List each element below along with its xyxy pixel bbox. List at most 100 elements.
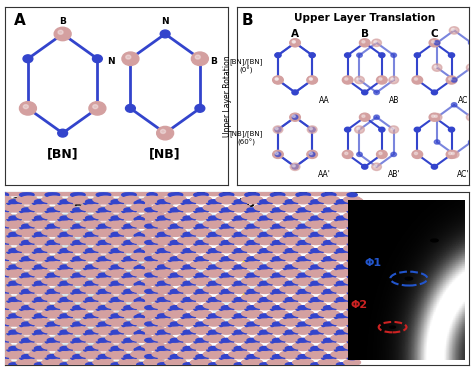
Circle shape: [331, 221, 348, 227]
Circle shape: [320, 295, 337, 301]
Circle shape: [84, 346, 101, 353]
Circle shape: [110, 232, 127, 239]
Circle shape: [6, 206, 22, 212]
Circle shape: [36, 271, 47, 275]
Circle shape: [309, 299, 319, 303]
Circle shape: [49, 361, 60, 364]
Circle shape: [29, 221, 46, 227]
Circle shape: [58, 287, 68, 291]
Circle shape: [144, 196, 160, 203]
Circle shape: [209, 363, 219, 366]
Circle shape: [59, 221, 76, 227]
Circle shape: [121, 328, 137, 334]
Circle shape: [57, 231, 73, 237]
Circle shape: [452, 28, 455, 31]
Circle shape: [0, 223, 9, 229]
Circle shape: [124, 338, 134, 342]
Circle shape: [96, 214, 106, 218]
Circle shape: [152, 344, 162, 348]
Circle shape: [181, 331, 191, 335]
Circle shape: [191, 343, 207, 349]
Circle shape: [8, 281, 25, 287]
Circle shape: [173, 214, 183, 218]
Circle shape: [285, 216, 295, 220]
Circle shape: [160, 303, 170, 307]
Circle shape: [362, 115, 365, 117]
Circle shape: [32, 303, 43, 307]
Circle shape: [219, 258, 229, 262]
Circle shape: [275, 127, 281, 132]
Circle shape: [262, 315, 272, 319]
Circle shape: [318, 294, 335, 300]
Circle shape: [155, 222, 171, 228]
Circle shape: [259, 221, 275, 227]
Circle shape: [86, 297, 96, 301]
Circle shape: [310, 152, 315, 156]
Circle shape: [162, 191, 173, 194]
Circle shape: [321, 339, 332, 344]
Circle shape: [267, 343, 284, 349]
Circle shape: [35, 272, 45, 276]
Circle shape: [60, 281, 70, 285]
Circle shape: [139, 250, 149, 254]
Circle shape: [139, 287, 149, 291]
Circle shape: [324, 208, 334, 212]
Circle shape: [83, 287, 94, 291]
Circle shape: [283, 283, 293, 286]
Circle shape: [131, 204, 147, 211]
Circle shape: [144, 196, 161, 203]
Circle shape: [73, 215, 83, 219]
Circle shape: [148, 229, 165, 235]
Circle shape: [100, 291, 111, 294]
Circle shape: [372, 163, 382, 170]
Circle shape: [139, 217, 149, 221]
Circle shape: [170, 294, 186, 300]
Circle shape: [73, 248, 83, 252]
Circle shape: [0, 361, 9, 364]
Circle shape: [205, 287, 222, 293]
Circle shape: [324, 273, 334, 277]
Circle shape: [207, 331, 217, 335]
Circle shape: [55, 237, 71, 243]
Circle shape: [160, 287, 170, 291]
Circle shape: [160, 331, 170, 335]
Circle shape: [42, 278, 59, 284]
Circle shape: [321, 258, 332, 262]
Circle shape: [139, 266, 149, 270]
Circle shape: [71, 356, 81, 360]
Circle shape: [144, 262, 161, 268]
Circle shape: [221, 355, 232, 358]
Circle shape: [247, 208, 257, 212]
Circle shape: [97, 322, 114, 328]
Circle shape: [133, 352, 150, 359]
Circle shape: [338, 217, 349, 221]
Circle shape: [0, 192, 12, 198]
Circle shape: [133, 336, 150, 342]
Circle shape: [209, 297, 219, 301]
Circle shape: [93, 208, 109, 214]
Circle shape: [224, 225, 234, 229]
Circle shape: [321, 209, 332, 213]
Circle shape: [144, 306, 161, 312]
Circle shape: [335, 237, 352, 243]
Circle shape: [267, 245, 284, 251]
Circle shape: [194, 291, 204, 294]
Circle shape: [60, 297, 70, 301]
Circle shape: [80, 314, 97, 320]
Circle shape: [8, 330, 25, 337]
Circle shape: [110, 351, 127, 357]
Circle shape: [192, 279, 210, 285]
Circle shape: [9, 191, 19, 194]
Circle shape: [270, 291, 281, 294]
Circle shape: [269, 279, 286, 285]
Circle shape: [148, 294, 165, 300]
Circle shape: [72, 327, 89, 333]
Circle shape: [96, 193, 106, 197]
Circle shape: [362, 41, 365, 43]
Circle shape: [19, 328, 30, 332]
Circle shape: [113, 331, 124, 335]
Circle shape: [106, 253, 122, 259]
Circle shape: [80, 286, 97, 292]
Circle shape: [58, 217, 68, 221]
Circle shape: [31, 304, 48, 310]
